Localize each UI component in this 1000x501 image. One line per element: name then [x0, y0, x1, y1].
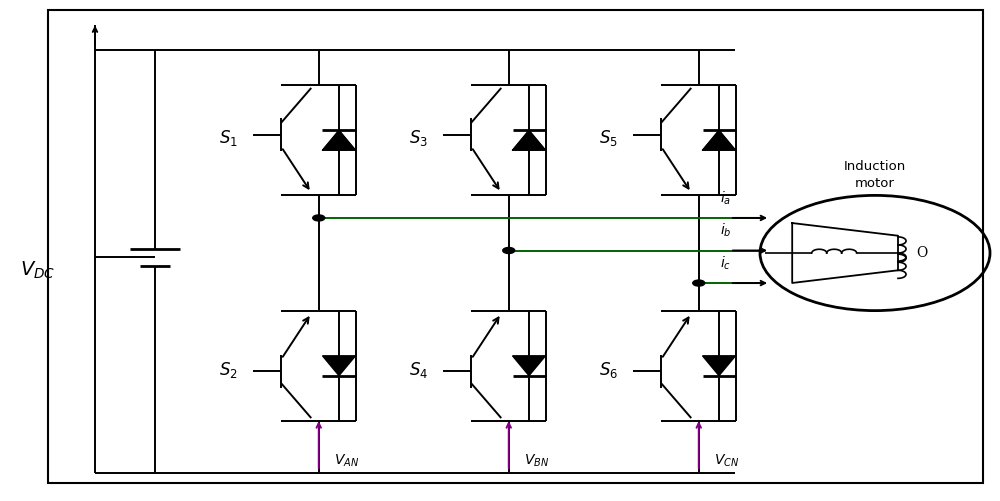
Text: $i_c$: $i_c$	[720, 255, 731, 272]
Text: $S_3$: $S_3$	[409, 128, 428, 148]
Text: $i_b$: $i_b$	[720, 222, 732, 239]
Polygon shape	[322, 356, 356, 376]
Text: $S_4$: $S_4$	[409, 360, 428, 380]
Text: $S_2$: $S_2$	[219, 360, 238, 380]
Text: $V_{BN}$: $V_{BN}$	[524, 453, 549, 469]
Text: $S_1$: $S_1$	[219, 128, 238, 148]
Polygon shape	[513, 130, 546, 150]
Text: $V_{DC}$: $V_{DC}$	[20, 260, 56, 281]
Text: Induction: Induction	[844, 160, 906, 173]
Polygon shape	[322, 130, 356, 150]
Circle shape	[313, 215, 325, 221]
Text: $S_6$: $S_6$	[599, 360, 618, 380]
Text: $V_{CN}$: $V_{CN}$	[714, 453, 739, 469]
Text: O: O	[916, 246, 927, 260]
Text: $V_{AN}$: $V_{AN}$	[334, 453, 359, 469]
Text: motor: motor	[855, 177, 895, 190]
Polygon shape	[703, 130, 736, 150]
Text: $S_5$: $S_5$	[599, 128, 618, 148]
Circle shape	[503, 247, 515, 254]
Text: $i_a$: $i_a$	[720, 189, 731, 207]
Polygon shape	[703, 356, 736, 376]
Circle shape	[693, 280, 705, 286]
Polygon shape	[513, 356, 546, 376]
